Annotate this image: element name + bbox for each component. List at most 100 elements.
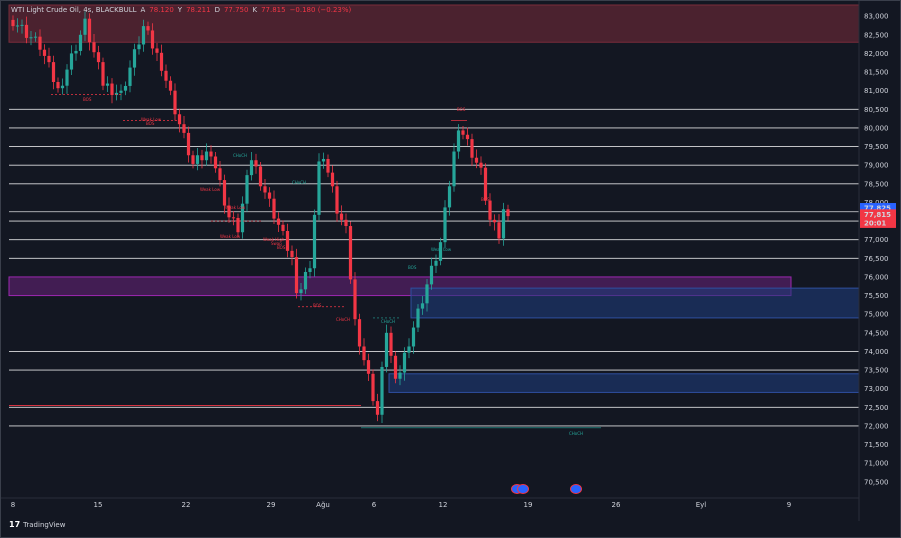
candle-body — [110, 83, 114, 96]
candle-body — [375, 401, 380, 415]
price-axis-label: 79,500 — [864, 143, 889, 151]
candle-body — [83, 18, 87, 35]
candle-body — [47, 55, 51, 63]
candle-body — [146, 26, 150, 31]
candle-body — [42, 49, 47, 56]
price-axis-label: 80,000 — [864, 124, 889, 132]
date-axis-label: 9 — [787, 501, 791, 509]
candle-body — [137, 44, 141, 50]
annotation-label: CHoCH — [233, 153, 247, 158]
candle-body — [258, 166, 263, 187]
price-axis-label: 70,500 — [864, 478, 889, 486]
candle-body — [420, 303, 425, 309]
candle-body — [236, 217, 240, 233]
high-value: 78.211 — [186, 6, 211, 14]
close-value: 77.815 — [261, 6, 286, 14]
candle-body — [249, 160, 254, 176]
candle-body — [470, 139, 474, 158]
price-axis-label: 71,000 — [864, 460, 889, 468]
date-axis-label: 6 — [372, 501, 377, 509]
annotation-label: Swap — [271, 241, 282, 246]
date-axis-label: 29 — [267, 501, 276, 509]
candle-body — [294, 257, 299, 294]
candle-body — [114, 92, 119, 96]
close-label: K — [252, 6, 258, 14]
date-axis-label: 19 — [524, 501, 533, 509]
candle-body — [87, 18, 92, 43]
supply-zone — [8, 4, 860, 43]
candle-body — [159, 52, 164, 71]
tradingview-brand[interactable]: 17 TradingView — [9, 520, 65, 529]
candle-body — [339, 213, 344, 220]
candle-body — [402, 352, 407, 373]
candle-body — [267, 192, 272, 199]
annotation-label: BOS — [481, 197, 490, 202]
candle-body — [123, 85, 128, 91]
candle-body — [119, 90, 123, 93]
candle-body — [177, 114, 182, 125]
annotation-label: BOS — [277, 245, 286, 250]
annotation-label: Weak Low — [431, 247, 452, 252]
candle-body — [474, 157, 479, 163]
price-axis-label: 75,500 — [864, 292, 889, 300]
candle-body — [254, 160, 258, 167]
price-axis-label: 73,000 — [864, 385, 889, 393]
candle-body — [312, 214, 317, 269]
candle-body — [227, 205, 231, 218]
annotation-label: Weak Low — [225, 205, 246, 210]
candle-body — [411, 327, 416, 347]
candle-body — [213, 156, 218, 169]
tradingview-logo-icon: 17 — [9, 520, 21, 529]
candle-body — [195, 155, 200, 164]
candle-body — [506, 209, 510, 217]
candle-body — [101, 62, 105, 86]
brand-name: TradingView — [23, 520, 66, 529]
blue-zone-lower — [388, 373, 860, 393]
candle-body — [92, 42, 96, 53]
candle-body — [429, 265, 434, 285]
date-axis-label: 12 — [439, 501, 448, 509]
price-axis-label: 75,000 — [864, 311, 889, 319]
candle-body — [11, 19, 15, 27]
annotation-label: CHoCH — [292, 180, 306, 185]
candle-body — [191, 155, 195, 164]
candle-body — [222, 180, 227, 206]
candle-body — [344, 219, 348, 227]
open-value: 78.120 — [149, 6, 174, 14]
candle-body — [501, 209, 506, 239]
candle-body — [132, 49, 137, 68]
price-tag — [860, 209, 896, 220]
date-axis-label: 22 — [182, 501, 191, 509]
annotation-label: BOS — [313, 303, 322, 308]
price-axis-label: 73,500 — [864, 367, 889, 375]
candle-body — [128, 67, 132, 86]
blue-zone-upper — [410, 287, 860, 319]
candle-body — [15, 25, 20, 27]
candle-body — [483, 167, 488, 201]
price-axis-label: 81,000 — [864, 87, 889, 95]
candle-body — [335, 186, 339, 214]
price-axis-label: 76,000 — [864, 273, 889, 281]
event-icon[interactable] — [517, 484, 529, 494]
price-tag-label: 77,815 — [864, 211, 891, 219]
symbol-name: WTI Light Crude Oil, 4s, BLACKBULL — [11, 6, 137, 14]
annotation-label: Weak Low — [220, 234, 241, 239]
candle-body — [380, 366, 384, 415]
candle-body — [204, 151, 209, 161]
candle-body — [240, 203, 245, 233]
price-axis-label: 81,500 — [864, 69, 889, 77]
candle-body — [326, 158, 330, 173]
candle-body — [357, 319, 362, 347]
candle-body — [24, 24, 29, 38]
price-tag — [860, 203, 896, 214]
event-icon[interactable] — [570, 484, 582, 494]
price-axis-label: 78,000 — [864, 199, 889, 207]
candle-body — [74, 50, 78, 54]
candle-body — [78, 34, 83, 51]
candle-body — [398, 372, 402, 379]
price-axis-label: 83,000 — [864, 13, 889, 21]
price-axis-label: 82,500 — [864, 31, 889, 39]
price-tag-label: 77,825 — [864, 205, 891, 213]
